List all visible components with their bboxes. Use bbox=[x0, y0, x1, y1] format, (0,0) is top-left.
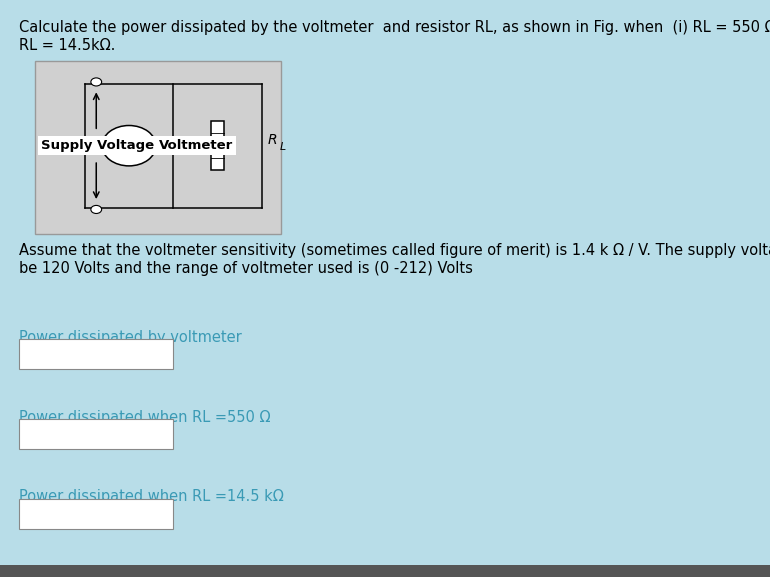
Circle shape bbox=[102, 126, 156, 166]
Text: Power dissipated when RL =14.5 kΩ: Power dissipated when RL =14.5 kΩ bbox=[19, 489, 284, 504]
Text: Power dissipated when RL =550 Ω: Power dissipated when RL =550 Ω bbox=[19, 410, 271, 425]
Bar bbox=[19, 339, 173, 369]
Text: R: R bbox=[268, 133, 278, 147]
Circle shape bbox=[91, 78, 102, 86]
Text: L: L bbox=[280, 142, 286, 152]
Circle shape bbox=[91, 205, 102, 213]
Text: Assume that the voltmeter sensitivity (sometimes called figure of merit) is 1.4 : Assume that the voltmeter sensitivity (s… bbox=[19, 243, 770, 276]
Text: V: V bbox=[123, 138, 135, 153]
Text: Supply Voltage: Supply Voltage bbox=[41, 139, 154, 152]
Bar bbox=[19, 499, 173, 529]
Bar bbox=[19, 419, 173, 449]
Text: Calculate the power dissipated by the voltmeter  and resistor RL, as shown in Fi: Calculate the power dissipated by the vo… bbox=[19, 20, 770, 53]
Bar bbox=[0, 565, 770, 577]
Bar bbox=[211, 121, 225, 170]
Text: Power dissipated by voltmeter: Power dissipated by voltmeter bbox=[19, 330, 242, 345]
Bar bbox=[35, 61, 281, 234]
Text: Voltmeter: Voltmeter bbox=[159, 139, 233, 152]
